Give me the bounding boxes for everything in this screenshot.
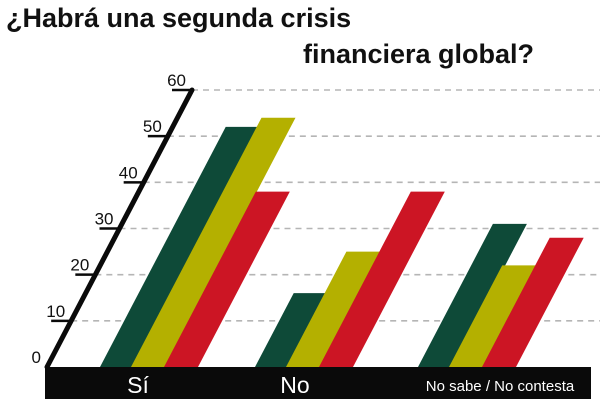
bar — [482, 237, 584, 367]
bar — [449, 265, 537, 367]
y-tick-label: 40 — [119, 163, 138, 182]
y-tick-label: 30 — [95, 210, 114, 229]
chart-title-line-1: ¿Habrá una segunda crisis — [6, 3, 352, 33]
category-band — [45, 367, 591, 399]
category-label: No — [280, 372, 309, 398]
y-tick-label: 20 — [70, 256, 89, 275]
bar — [286, 251, 381, 367]
bar — [131, 117, 296, 367]
y-axis-ticks: 0 10 20 30 40 50 60 — [32, 71, 192, 367]
y-tick-label: 50 — [143, 117, 162, 136]
y-tick-label: 60 — [167, 71, 186, 90]
chart-title-line-2: financiera global? — [303, 39, 535, 69]
bar — [255, 293, 328, 367]
category-label: No sabe / No contesta — [426, 378, 575, 395]
category-labels: Sí No No sabe / No contesta — [127, 372, 575, 398]
bar — [418, 223, 527, 367]
bar — [100, 126, 260, 368]
y-tick-label: 10 — [46, 302, 65, 321]
bars — [100, 117, 584, 368]
category-label: Sí — [127, 372, 149, 398]
bar — [164, 191, 290, 367]
y-tick-label: 0 — [32, 348, 41, 367]
bar — [319, 191, 445, 367]
